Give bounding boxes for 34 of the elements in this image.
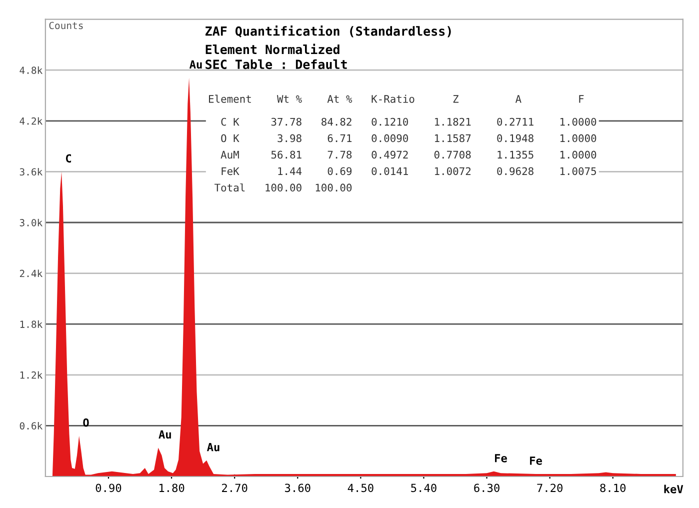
x-tick-label: 8.10 [600, 484, 626, 492]
x-tick-label: 2.70 [222, 484, 248, 492]
x-tick-label: 5.40 [411, 484, 436, 492]
annotation: Element Wt % At % K-Ratio Z A F [208, 94, 584, 103]
y-tick-label: 1.2k [20, 371, 43, 379]
annotation: O K 3.98 6.71 0.0090 1.1587 0.1948 1.0000 [221, 134, 596, 142]
annotation: Fe [530, 456, 542, 465]
x-tick-label: 1.80 [159, 484, 184, 492]
annotation: Au [189, 60, 202, 69]
y-tick-label: 3.6k [20, 168, 43, 176]
annotation: FeK 1.44 0.69 0.0141 1.0072 0.9628 1.0075 [222, 167, 596, 176]
y-tick-label: 4.8k [20, 66, 43, 74]
x-tick-label: 0.90 [96, 484, 122, 492]
y-axis-title: Counts [49, 22, 83, 30]
y-tick-label: 4.2k [20, 117, 43, 125]
annotation: Au [206, 443, 220, 452]
annotation: Total 100.00 100.00 [214, 183, 352, 192]
y-tick-label: 0.6k [20, 422, 43, 430]
annotation: Fe [495, 454, 507, 462]
text: Element Normalized SEC Table : Default [206, 44, 347, 70]
chart-title: ZAF Quantification (Standardless) [206, 26, 451, 38]
annotation: C K 37.78 84.82 0.1210 1.1821 0.2711 1.0000 [221, 118, 596, 126]
x-tick-label: 3.60 [284, 484, 310, 492]
annotation: O [83, 418, 89, 427]
y-tick-label: 2.4k [20, 270, 43, 278]
x-axis-title: keV [664, 484, 684, 494]
x-tick-label: 6.30 [474, 484, 500, 492]
y-tick-label: 3.0k [20, 218, 43, 226]
annotation: Au [158, 430, 171, 439]
annotation: AuM 56.81 7.78 0.4972 0.7708 1.1355 1.0000 [220, 150, 596, 159]
annotation: C [66, 154, 72, 163]
y-tick-label: 1.8k [20, 320, 43, 328]
x-tick-label: 4.50 [348, 484, 374, 492]
x-tick-label: 7.20 [537, 484, 562, 492]
